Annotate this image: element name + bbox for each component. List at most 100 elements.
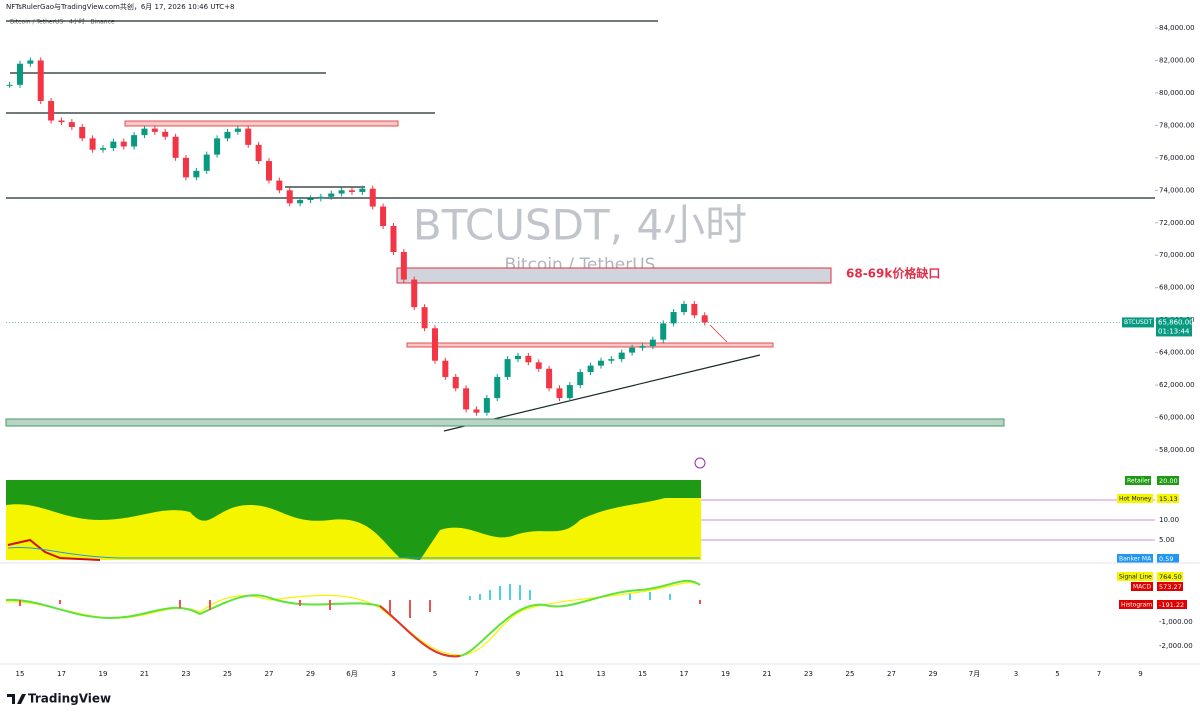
x-tick-label: 5	[1055, 670, 1059, 678]
y-tick-label: 76,000.00	[1159, 154, 1195, 162]
y-tick-label: 84,000.00	[1159, 24, 1195, 32]
symbol-label-bg	[1122, 317, 1154, 328]
label-bg	[1157, 572, 1183, 581]
x-tick-label: 7	[1097, 670, 1101, 678]
candle-body	[58, 120, 65, 123]
event-icon[interactable]	[694, 457, 706, 469]
macd-indicator	[5, 579, 701, 658]
candle-body	[110, 141, 117, 149]
retailer-value: 20.00	[1159, 477, 1178, 485]
candle-body	[255, 144, 262, 162]
candle-body	[400, 251, 407, 280]
candle-body	[701, 315, 708, 323]
support-zone	[406, 342, 774, 348]
y-tick-label: 74,000.00	[1159, 186, 1195, 194]
demand-zone	[5, 418, 1005, 427]
candle-body	[16, 63, 23, 85]
x-tick-label: 29	[929, 670, 938, 678]
x-tick-label: 5	[433, 670, 437, 678]
candle-body	[556, 388, 563, 399]
candle-body	[131, 135, 138, 147]
label-bg	[1157, 494, 1179, 503]
gap-zone	[396, 267, 832, 284]
label-bg	[1125, 476, 1151, 485]
countdown: 01:13:44	[1158, 327, 1190, 335]
level-label: 5.00	[1159, 536, 1175, 544]
y-tick-label: 82,000.00	[1159, 56, 1195, 64]
candle-body	[639, 346, 646, 348]
signal-line	[5, 581, 701, 656]
logo-mark	[7, 694, 26, 704]
x-tick-label: 3	[391, 670, 395, 678]
candle-body	[577, 372, 584, 386]
x-tick-label: 29	[306, 670, 315, 678]
candle-body	[89, 138, 96, 150]
candle-body	[608, 359, 615, 361]
candle-body	[494, 376, 501, 399]
candle-body	[79, 127, 86, 139]
candle-body	[182, 157, 189, 178]
macd-axis-label: -2,000.00	[1159, 642, 1193, 650]
histogram-down	[19, 600, 701, 618]
attribution: NFTsRulerGao与TradingView.com共创，6月 17, 20…	[6, 2, 235, 11]
candle-body	[546, 368, 553, 389]
label-bg	[1157, 582, 1183, 591]
candle-body	[670, 312, 677, 324]
candle-body	[452, 376, 459, 389]
candle-body	[37, 60, 44, 102]
candle-body	[234, 128, 241, 132]
candle-body	[514, 355, 521, 360]
candle-body	[359, 188, 366, 192]
candle-body	[68, 122, 75, 128]
candle-body	[535, 362, 542, 369]
price-label-bg	[1156, 317, 1192, 337]
candle-body	[328, 193, 335, 197]
x-tick-label: 27	[887, 670, 896, 678]
candle-body	[193, 170, 200, 178]
candle-body	[27, 60, 34, 64]
candle-body	[214, 138, 221, 155]
macd-axis-label: -1,000.00	[1159, 618, 1193, 626]
histogram-value: -191.22	[1159, 601, 1184, 609]
x-tick-label: 3	[1014, 670, 1018, 678]
x-tick-label: 9	[1138, 670, 1142, 678]
annotation: 68-69k价格缺口	[846, 266, 940, 281]
x-tick-label: 15	[638, 670, 647, 678]
macd-value: 573.27	[1159, 583, 1182, 591]
y-tick-label: 60,000.00	[1159, 414, 1195, 422]
x-tick-label: 11	[555, 670, 564, 678]
label-bg	[1157, 600, 1187, 609]
candle-body	[48, 101, 55, 121]
time-axis: 15 17 19 21 23 25 27 29 6月 3 5 7 9 11 13 15 17 19 21 23 25 27…	[16, 670, 1143, 678]
retailer-bars	[7, 538, 101, 561]
logo: TradingView	[7, 692, 111, 706]
candle-body	[649, 339, 656, 347]
y-tick-label: 64,000.00	[1159, 349, 1195, 357]
y-tick-label: 78,000.00	[1159, 121, 1195, 129]
label-bg	[1157, 554, 1179, 563]
x-tick-label: 6月	[346, 670, 357, 678]
histogram-up	[469, 584, 671, 600]
banker-ma	[7, 547, 700, 559]
x-tick-label: 25	[223, 670, 232, 678]
label-bg	[1131, 582, 1153, 591]
trend-line	[443, 354, 761, 432]
x-tick-label: 7月	[969, 670, 980, 678]
banker-ma-value: 0.59	[1159, 555, 1173, 563]
resistance-zone	[124, 120, 399, 127]
x-tick-label: 17	[680, 670, 689, 678]
x-tick-label: 27	[265, 670, 274, 678]
candle-body	[297, 200, 304, 204]
x-tick-label: 25	[846, 670, 855, 678]
candle-body	[99, 148, 106, 150]
candle-body	[286, 190, 293, 204]
candle-body	[442, 360, 449, 377]
candle-body	[691, 303, 698, 316]
signal-line-name: Signal Line	[1119, 574, 1152, 581]
x-tick-label: 19	[721, 670, 730, 678]
candle-body	[483, 398, 490, 413]
label-bg	[1117, 494, 1153, 503]
candle-body	[629, 347, 636, 353]
logo-text: TradingView	[28, 692, 111, 706]
